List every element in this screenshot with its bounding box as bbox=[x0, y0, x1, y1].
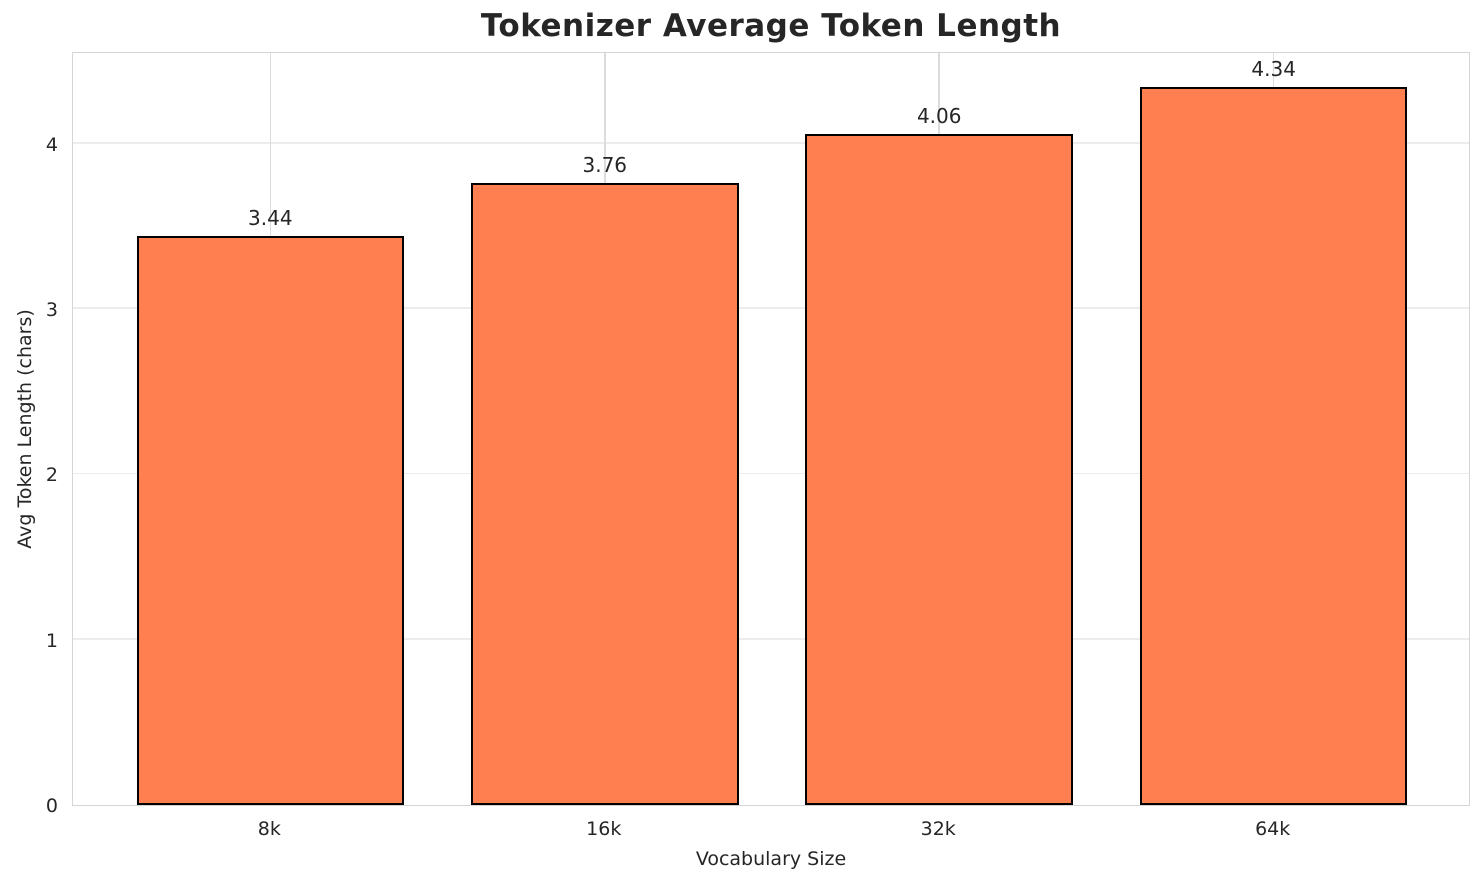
x-tick-label: 8k bbox=[257, 818, 281, 840]
bar-8k bbox=[136, 236, 405, 805]
y-tick-label: 2 bbox=[45, 464, 58, 487]
h-gridline bbox=[73, 142, 1469, 144]
bar-64k bbox=[1139, 87, 1408, 805]
h-gridline bbox=[73, 638, 1469, 640]
y-axis-label: Avg Token Length (chars) bbox=[14, 309, 36, 549]
h-gridline bbox=[73, 307, 1469, 309]
bar-value-label: 3.76 bbox=[582, 153, 628, 178]
bar-32k bbox=[805, 133, 1073, 805]
x-tick-label: 64k bbox=[1255, 818, 1291, 840]
bar-value-label: 4.34 bbox=[1251, 57, 1296, 82]
bar-16k bbox=[470, 183, 739, 805]
y-tick-label: 0 bbox=[45, 795, 58, 817]
x-tick-label: 32k bbox=[920, 818, 956, 840]
y-tick-label: 1 bbox=[45, 629, 58, 652]
y-tick-label: 3 bbox=[45, 298, 58, 321]
y-tick-label: 4 bbox=[45, 133, 58, 156]
bar-value-label: 3.44 bbox=[248, 206, 293, 231]
chart-title: Tokenizer Average Token Length bbox=[480, 8, 1062, 44]
bar-value-label: 4.06 bbox=[916, 103, 962, 128]
x-tick-label: 16k bbox=[586, 818, 622, 840]
h-gridline bbox=[73, 472, 1469, 475]
plot-area: 3.44 3.76 4.06 4.34 bbox=[72, 52, 1470, 806]
x-axis-label: Vocabulary Size bbox=[695, 848, 847, 870]
